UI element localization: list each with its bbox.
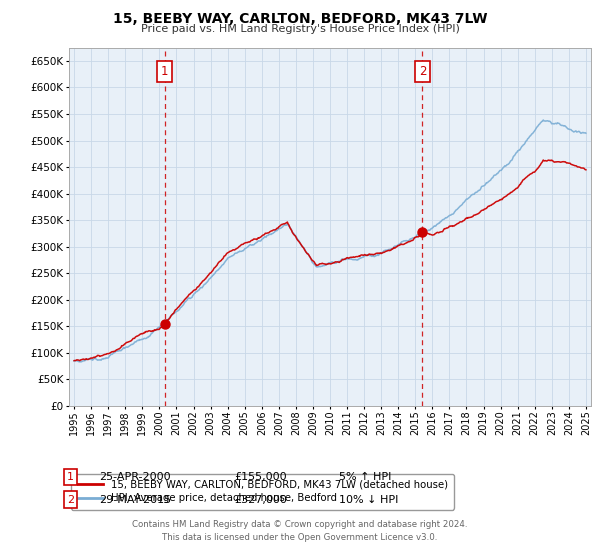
- Text: 15, BEEBY WAY, CARLTON, BEDFORD, MK43 7LW: 15, BEEBY WAY, CARLTON, BEDFORD, MK43 7L…: [113, 12, 487, 26]
- Text: Contains HM Land Registry data © Crown copyright and database right 2024.: Contains HM Land Registry data © Crown c…: [132, 520, 468, 529]
- Legend: 15, BEEBY WAY, CARLTON, BEDFORD, MK43 7LW (detached house), HPI: Average price, : 15, BEEBY WAY, CARLTON, BEDFORD, MK43 7L…: [71, 474, 454, 510]
- Text: 2: 2: [419, 65, 426, 78]
- Text: 1: 1: [67, 472, 74, 482]
- Text: 1: 1: [161, 65, 169, 78]
- Text: This data is licensed under the Open Government Licence v3.0.: This data is licensed under the Open Gov…: [163, 533, 437, 542]
- Text: 10% ↓ HPI: 10% ↓ HPI: [339, 494, 398, 505]
- Text: £327,000: £327,000: [234, 494, 287, 505]
- Text: £155,000: £155,000: [234, 472, 287, 482]
- Text: 5% ↑ HPI: 5% ↑ HPI: [339, 472, 391, 482]
- Text: 2: 2: [67, 494, 74, 505]
- Text: 29-MAY-2015: 29-MAY-2015: [99, 494, 171, 505]
- Text: 25-APR-2000: 25-APR-2000: [99, 472, 170, 482]
- Text: Price paid vs. HM Land Registry's House Price Index (HPI): Price paid vs. HM Land Registry's House …: [140, 24, 460, 34]
